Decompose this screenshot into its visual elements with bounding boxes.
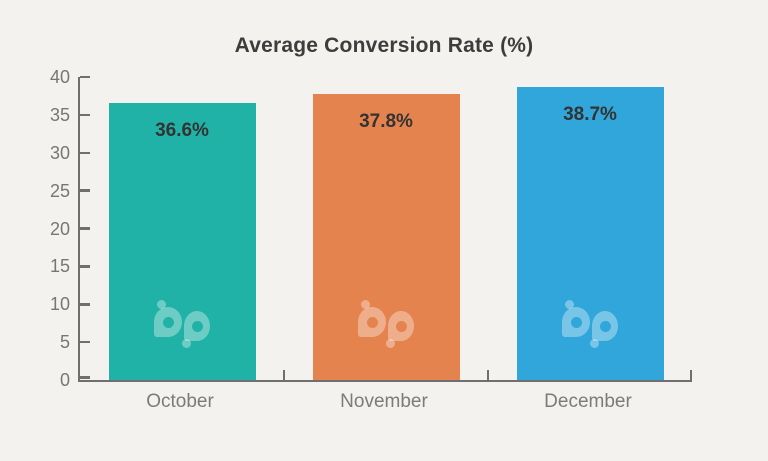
bar-value-label: 36.6% bbox=[155, 119, 209, 141]
y-axis-tick-label: 30 bbox=[49, 142, 70, 163]
bp-logo-p-ring bbox=[184, 311, 210, 341]
bp-logo-b-hole bbox=[570, 316, 582, 328]
y-axis-tick bbox=[80, 227, 90, 230]
bp-logo-p-ring bbox=[592, 311, 618, 341]
x-axis-tick bbox=[486, 370, 490, 380]
y-axis-tick bbox=[80, 340, 90, 344]
y-axis-tick-label: 35 bbox=[49, 104, 70, 125]
bar-december: 38.7% bbox=[516, 86, 664, 380]
x-axis-tick bbox=[689, 370, 692, 380]
bar-october: 36.6% bbox=[108, 102, 256, 380]
y-axis-tick bbox=[80, 75, 90, 79]
bp-logo-b-ring bbox=[562, 307, 590, 337]
bp-logo-dot-top bbox=[565, 300, 574, 309]
bp-logo-dot-bottom bbox=[386, 339, 395, 348]
bp-logo-b-ring bbox=[358, 307, 386, 337]
bp-logo-dot-bottom bbox=[182, 339, 191, 348]
y-axis-tick-label: 15 bbox=[49, 256, 70, 277]
bp-logo-p-hole bbox=[395, 320, 407, 332]
bp-logo-b-ring bbox=[154, 307, 182, 337]
bp-logo-p-hole bbox=[599, 320, 611, 332]
y-axis-tick bbox=[80, 376, 90, 379]
y-axis-tick bbox=[80, 151, 90, 154]
bp-watermark-icon bbox=[562, 300, 619, 348]
x-axis-label-december: December bbox=[544, 391, 632, 412]
chart-title: Average Conversion Rate (%) bbox=[234, 34, 534, 57]
bar-value-label: 37.8% bbox=[359, 110, 413, 132]
x-axis-label-october: October bbox=[146, 391, 214, 412]
bp-watermark-icon bbox=[154, 300, 211, 348]
y-axis-tick bbox=[80, 189, 90, 192]
y-axis-tick-label: 5 bbox=[59, 332, 70, 353]
y-axis-tick-label: 0 bbox=[59, 370, 70, 390]
bp-logo-b-hole bbox=[366, 316, 378, 328]
bp-logo-b-hole bbox=[162, 316, 174, 328]
x-axis-label-november: November bbox=[340, 391, 428, 412]
y-axis-tick bbox=[80, 303, 90, 306]
bp-watermark-icon bbox=[358, 300, 415, 348]
plot-area: 36.6% 37.8% 38.7% bbox=[78, 75, 692, 382]
y-axis-tick bbox=[80, 265, 90, 268]
bar-value-label: 38.7% bbox=[563, 103, 617, 125]
bp-logo-p-hole bbox=[191, 320, 203, 332]
y-axis-tick-label: 25 bbox=[49, 180, 70, 201]
bp-logo-dot-top bbox=[157, 300, 166, 309]
bp-logo-p-ring bbox=[388, 311, 414, 341]
bp-logo-dot-top bbox=[361, 300, 370, 309]
y-axis-tick-label: 40 bbox=[49, 67, 70, 87]
x-axis-tick bbox=[282, 370, 286, 380]
bar-november: 37.8% bbox=[312, 93, 460, 380]
y-axis-tick-label: 10 bbox=[49, 294, 70, 315]
y-axis-tick bbox=[80, 113, 90, 117]
y-axis-tick-label: 20 bbox=[49, 218, 70, 239]
bp-logo-dot-bottom bbox=[590, 339, 599, 348]
